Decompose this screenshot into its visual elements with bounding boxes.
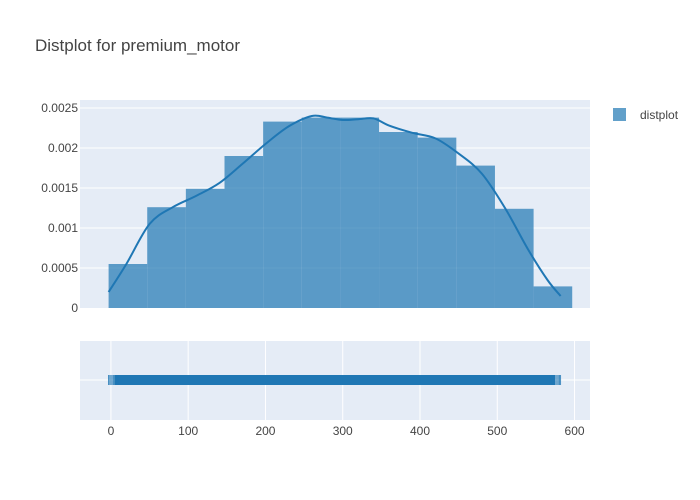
legend-swatch-distplot[interactable] xyxy=(613,108,626,121)
histogram-bars xyxy=(108,117,573,308)
histogram-bar[interactable] xyxy=(533,286,573,308)
y-tick-label: 0.0015 xyxy=(41,181,78,195)
y-tick-label: 0.001 xyxy=(48,221,78,235)
histogram-bar[interactable] xyxy=(301,117,341,308)
rug-band xyxy=(114,375,555,385)
x-tick-label: 600 xyxy=(565,424,585,438)
y-axis-ticks: 0 0.0005 0.001 0.0015 0.002 0.0025 xyxy=(41,101,78,315)
y-tick-label: 0.0005 xyxy=(41,261,78,275)
histogram-bar[interactable] xyxy=(224,156,264,308)
histogram-bar[interactable] xyxy=(185,188,225,308)
x-tick-label: 400 xyxy=(410,424,430,438)
y-tick-label: 0 xyxy=(71,301,78,315)
chart-title: Distplot for premium_motor xyxy=(35,36,240,55)
kde-curve[interactable] xyxy=(107,114,562,297)
histogram-bar[interactable] xyxy=(263,121,302,308)
histogram-bar[interactable] xyxy=(340,117,380,308)
histogram-bar[interactable] xyxy=(108,264,148,308)
y-tick-label: 0.002 xyxy=(48,141,78,155)
y-tick-label: 0.0025 xyxy=(41,101,78,115)
legend[interactable]: distplot xyxy=(613,108,679,122)
rug-marks xyxy=(108,375,562,385)
x-axis-ticks: 0 100 200 300 400 500 600 xyxy=(108,424,585,438)
x-tick-label: 200 xyxy=(255,424,275,438)
histogram-bar[interactable] xyxy=(379,132,418,308)
x-tick-label: 0 xyxy=(108,424,115,438)
histogram-bar[interactable] xyxy=(147,207,186,308)
x-tick-label: 300 xyxy=(333,424,353,438)
x-tick-label: 100 xyxy=(178,424,198,438)
histogram-bar[interactable] xyxy=(417,137,457,308)
kde-curve-layer xyxy=(107,114,562,297)
histogram-bar[interactable] xyxy=(456,165,495,308)
legend-label-distplot[interactable]: distplot xyxy=(640,108,679,122)
x-tick-label: 500 xyxy=(487,424,507,438)
